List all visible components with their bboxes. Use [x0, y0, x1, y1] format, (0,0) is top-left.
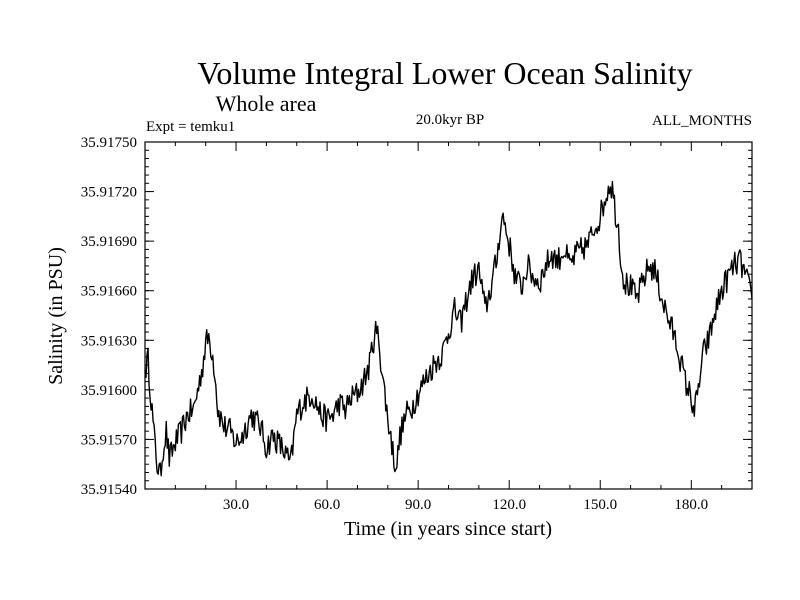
chart-title: Volume Integral Lower Ocean Salinity: [197, 55, 692, 91]
chart-subtitle: Whole area: [216, 91, 317, 116]
x-tick-label: 30.0: [223, 497, 249, 513]
y-tick-label: 35.91600: [81, 383, 137, 399]
x-tick-label: 150.0: [583, 497, 617, 513]
y-tick-label: 35.91750: [81, 135, 137, 151]
x-axis-label: Time (in years since start): [344, 518, 552, 540]
y-tick-label: 35.91720: [81, 185, 137, 201]
period-label: 20.0kyr BP: [416, 112, 484, 128]
x-tick-label: 60.0: [314, 497, 340, 513]
y-tick-label: 35.91570: [81, 432, 137, 448]
experiment-label: Expt = temku1: [146, 119, 235, 135]
months-label: ALL_MONTHS: [652, 113, 752, 129]
x-tick-label: 120.0: [492, 497, 526, 513]
salinity-series-line: [144, 180, 753, 477]
y-axis-label: Salinity (in PSU): [45, 247, 67, 385]
x-tick-label: 180.0: [674, 497, 708, 513]
plot-frame: [144, 141, 753, 490]
y-tick-label: 35.91540: [81, 482, 137, 498]
x-tick-labels: 30.0 60.0 90.0 120.0 150.0 180.0: [223, 497, 708, 513]
x-tick-label: 90.0: [405, 497, 431, 513]
y-tick-labels: 35.91540 35.91570 35.91600 35.91630 35.91660…: [81, 135, 137, 498]
y-tick-label: 35.91690: [81, 234, 137, 250]
y-tick-label: 35.91630: [81, 333, 137, 349]
y-tick-label: 35.91660: [81, 284, 137, 300]
axis-ticks: [145, 141, 752, 490]
